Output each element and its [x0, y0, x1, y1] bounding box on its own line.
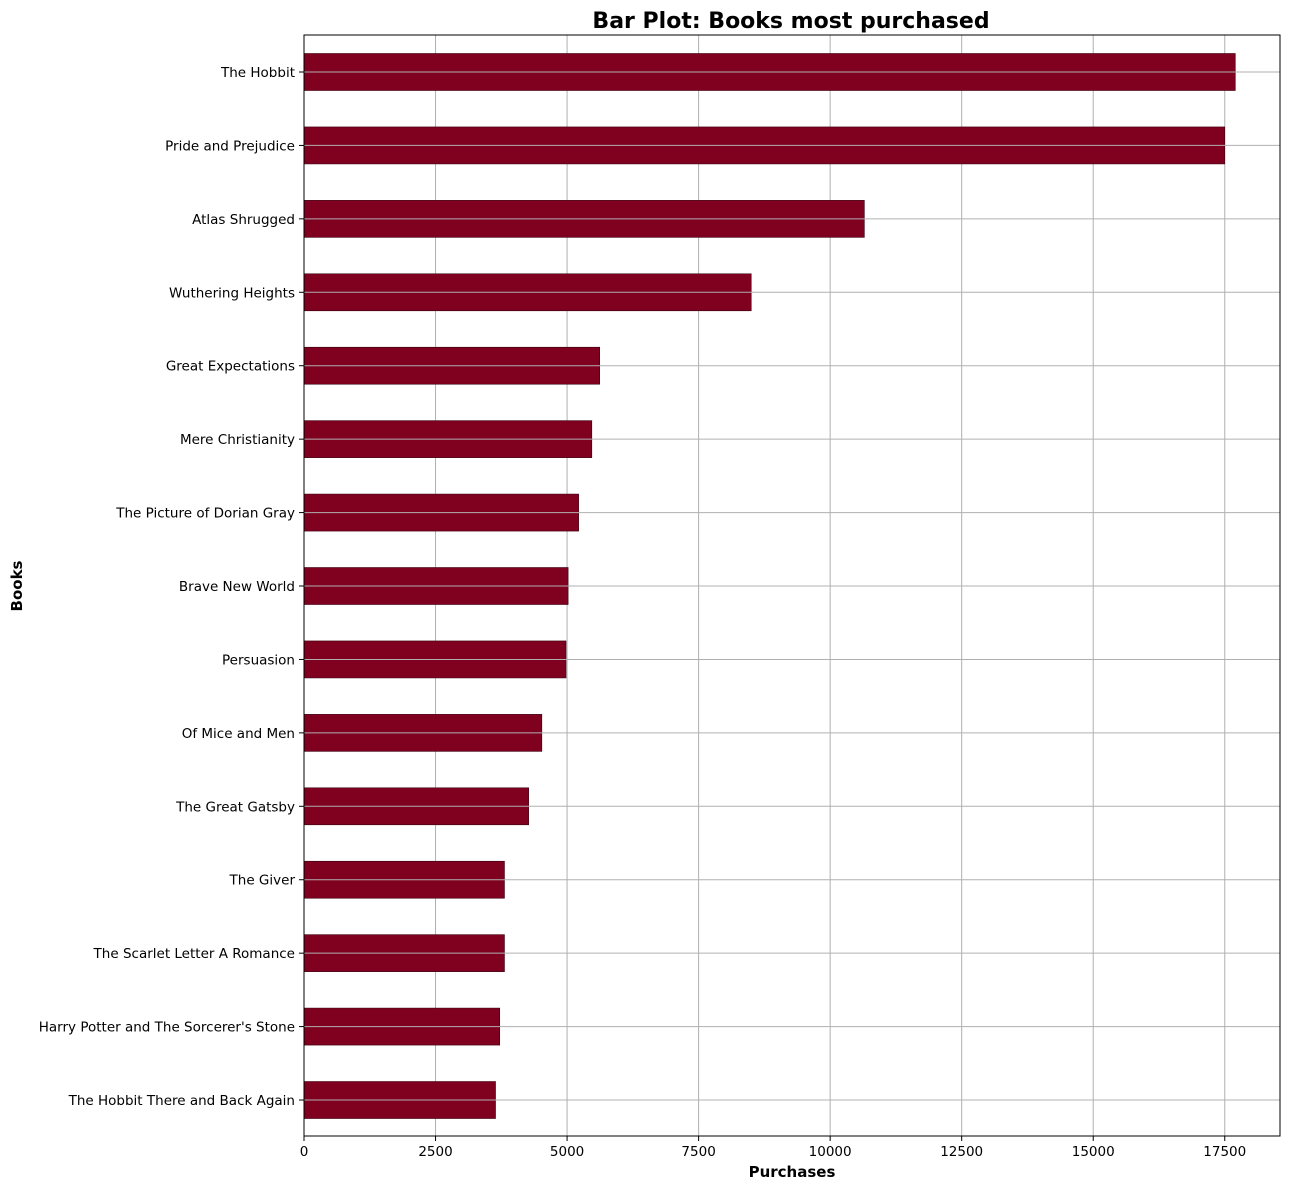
x-tick-label: 15000 [1072, 1144, 1115, 1160]
y-tick-label: The Scarlet Letter A Romance [93, 946, 295, 962]
y-tick-label: Harry Potter and The Sorcerer's Stone [39, 1020, 295, 1036]
y-tick-label: The Hobbit [220, 65, 295, 81]
y-tick-label: Brave New World [179, 579, 295, 595]
x-tick-label: 0 [300, 1144, 309, 1160]
x-tick-label: 12500 [940, 1144, 983, 1160]
y-tick-label: Persuasion [222, 652, 295, 668]
y-tick-label: Pride and Prejudice [165, 138, 295, 154]
y-axis-ticks: The Hobbit Pride and Prejudice Atlas Shrug… [39, 65, 304, 1109]
chart-title: Bar Plot: Books most purchased [592, 9, 989, 34]
y-tick-label: Of Mice and Men [182, 726, 295, 742]
plot-frame [303, 34, 1281, 1137]
y-tick-label: Great Expectations [166, 359, 295, 375]
y-tick-label: Atlas Shrugged [192, 212, 295, 228]
y-tick-label: Mere Christianity [180, 432, 295, 448]
x-axis-ticks: 0 2500 5000 7500 10000 12500 15000 17500 [300, 1136, 1246, 1160]
x-tick-label: 5000 [550, 1144, 584, 1160]
x-tick-label: 10000 [809, 1144, 852, 1160]
x-tick-label: 2500 [418, 1144, 452, 1160]
y-tick-label: The Hobbit There and Back Again [68, 1093, 295, 1109]
x-tick-label: 7500 [681, 1144, 715, 1160]
y-tick-label: The Great Gatsby [175, 799, 295, 815]
x-axis-label: Purchases [749, 1163, 836, 1181]
horizontal-grid-layer [304, 71, 1280, 1101]
y-tick-label: Wuthering Heights [169, 285, 295, 301]
y-tick-label: The Picture of Dorian Gray [115, 506, 295, 522]
y-axis-label: Books [8, 560, 26, 611]
y-tick-label: The Giver [229, 873, 296, 889]
x-tick-label: 17500 [1203, 1144, 1246, 1160]
